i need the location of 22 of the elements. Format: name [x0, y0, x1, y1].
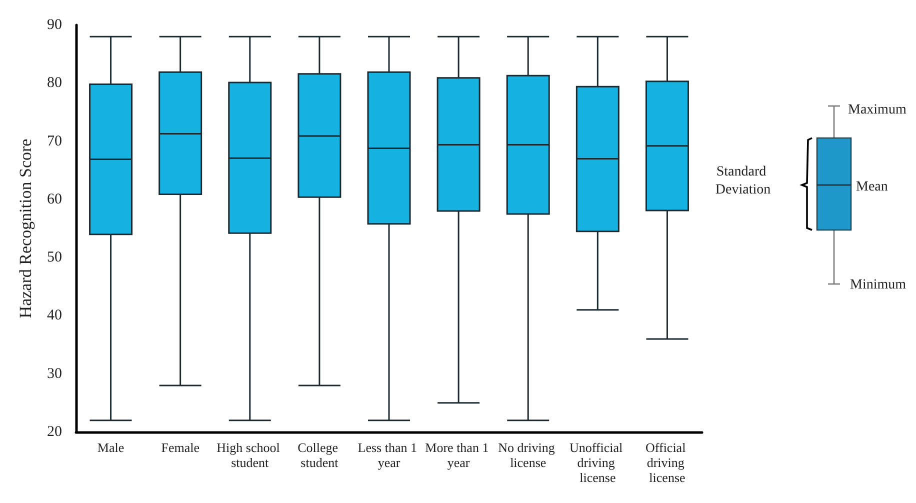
y-tick-label: 30: [47, 366, 62, 382]
x-tick-label: High school student: [216, 440, 284, 470]
y-tick-label: 20: [47, 424, 62, 440]
x-tick-label: Official driving license: [646, 440, 689, 485]
x-tick-label: More than 1 year: [425, 440, 492, 470]
y-tick-label: 50: [47, 250, 62, 266]
y-tick-label: 90: [47, 17, 62, 33]
text: Standard Deviation: [715, 164, 771, 198]
y-tick-label: 40: [47, 308, 62, 324]
x-tick-label: No driving license: [498, 440, 558, 470]
x-tick-label: Less than 1 year: [358, 440, 420, 470]
y-tick-label: 60: [47, 191, 62, 208]
y-tick-label: 80: [47, 75, 62, 92]
text: Minimum: [850, 278, 906, 292]
text: Maximum: [848, 102, 906, 118]
x-tick-label: Male: [97, 440, 124, 455]
text: Mean: [856, 180, 888, 194]
x-tick-label: Female: [161, 440, 200, 455]
x-tick-label: Unofficial driving license: [569, 440, 626, 485]
y-tick-label: 70: [47, 133, 62, 150]
x-tick-label: College student: [298, 440, 342, 470]
y-axis-title: Hazard Recognition Score: [16, 138, 35, 318]
